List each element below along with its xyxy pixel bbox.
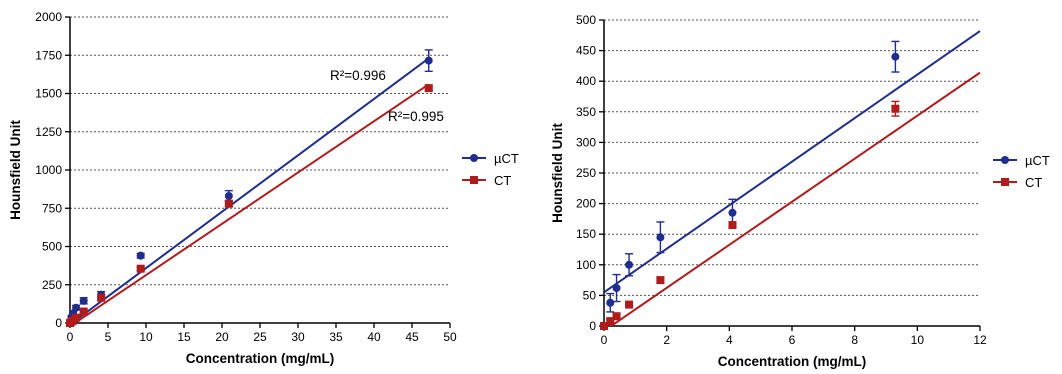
y-tick-label: 750	[42, 201, 62, 215]
x-tick-label: 10	[911, 333, 925, 347]
x-tick-label: 30	[291, 330, 305, 344]
x-tick-label: 4	[726, 333, 733, 347]
x-tick-label: 10	[139, 330, 153, 344]
data-point	[424, 84, 433, 93]
x-tick-label: 45	[405, 330, 419, 344]
data-point	[136, 264, 145, 273]
data-point	[79, 296, 88, 305]
fit-line	[609, 71, 981, 326]
x-tick-label: 5	[105, 330, 112, 344]
y-tick-label: 0	[589, 319, 596, 333]
data-point	[224, 199, 233, 208]
data-point	[72, 313, 81, 322]
x-tick-label: 12	[973, 333, 987, 347]
x-tick-label: 15	[177, 330, 191, 344]
x-axis-title: Concentration (mg/mL)	[186, 351, 335, 366]
y-tick-label: 400	[576, 74, 596, 88]
legend-marker	[470, 154, 478, 162]
data-point	[728, 208, 737, 217]
y-tick-label: 500	[42, 240, 62, 254]
x-tick-label: 40	[367, 330, 381, 344]
x-tick-label: 0	[67, 330, 74, 344]
data-point	[136, 251, 145, 260]
x-tick-label: 20	[215, 330, 229, 344]
x-tick-label: 2	[663, 333, 670, 347]
series-ct: R²=0.995 CT	[66, 83, 511, 327]
chart-2: 0 50 100 150 200 250 300 350 400 450 500 0 2 4 6 8 10 12 C…	[550, 13, 1050, 369]
x-tick-label: 50	[443, 330, 457, 344]
y-tick-label: 150	[576, 227, 596, 241]
x-tick-label: 35	[329, 330, 343, 344]
data-point	[656, 276, 665, 285]
legend-label: µCT	[494, 151, 519, 166]
data-point	[424, 56, 433, 65]
x-axis-title: Concentration (mg/mL)	[718, 354, 867, 369]
series-ct: CT	[600, 71, 1042, 330]
legend-label: µCT	[1025, 153, 1050, 168]
r-squared-label: R²=0.996	[330, 68, 386, 83]
chart-1: 0 250 500 750 1000 1250 1500 1750 2000 0 5 10 15 20 25…	[8, 10, 519, 366]
y-axis-title: Hounsfield Unit	[550, 123, 565, 223]
data-point	[625, 300, 634, 309]
y-tick-label: 200	[576, 197, 596, 211]
legend-marker	[470, 176, 478, 184]
fit-line	[604, 30, 981, 294]
y-tick-label: 450	[576, 44, 596, 58]
data-point	[656, 233, 665, 242]
y-tick-label: 50	[583, 288, 597, 302]
x-tick-label: 25	[253, 330, 267, 344]
data-point	[891, 52, 900, 61]
y-tick-label: 350	[576, 105, 596, 119]
fit-line	[70, 57, 430, 323]
y-tick-label: 0	[55, 316, 62, 330]
r-squared-label: R²=0.995	[388, 109, 444, 124]
y-tick-label: 1750	[35, 48, 62, 62]
data-point	[97, 293, 106, 302]
y-tick-label: 1500	[35, 87, 62, 101]
y-axis-title: Hounsfield Unit	[8, 120, 23, 220]
y-tick-label: 250	[576, 166, 596, 180]
series-uct: µCT	[600, 30, 1050, 330]
data-point	[612, 312, 621, 321]
data-point	[224, 192, 233, 201]
y-tick-label: 100	[576, 258, 596, 272]
data-point	[728, 221, 737, 230]
data-point	[79, 307, 88, 316]
series-uct: R²=0.996 µCT	[66, 49, 519, 327]
data-point	[606, 298, 615, 307]
y-tick-label: 300	[576, 135, 596, 149]
legend-marker	[1001, 156, 1009, 164]
data-point	[72, 303, 81, 312]
y-tick-label: 500	[576, 13, 596, 27]
data-point	[606, 317, 615, 326]
data-point	[891, 104, 900, 113]
legend-label: CT	[494, 173, 511, 188]
data-point	[625, 260, 634, 269]
x-tick-label: 6	[789, 333, 796, 347]
y-tick-label: 1000	[35, 163, 62, 177]
y-tick-label: 250	[42, 278, 62, 292]
fit-line	[73, 83, 430, 323]
legend-label: CT	[1025, 175, 1042, 190]
x-tick-label: 8	[851, 333, 858, 347]
x-tick-label: 0	[601, 333, 608, 347]
y-tick-label: 2000	[35, 10, 62, 24]
data-point	[612, 284, 621, 293]
y-tick-label: 1250	[35, 125, 62, 139]
data-point	[600, 322, 608, 330]
legend-marker	[1001, 178, 1009, 186]
